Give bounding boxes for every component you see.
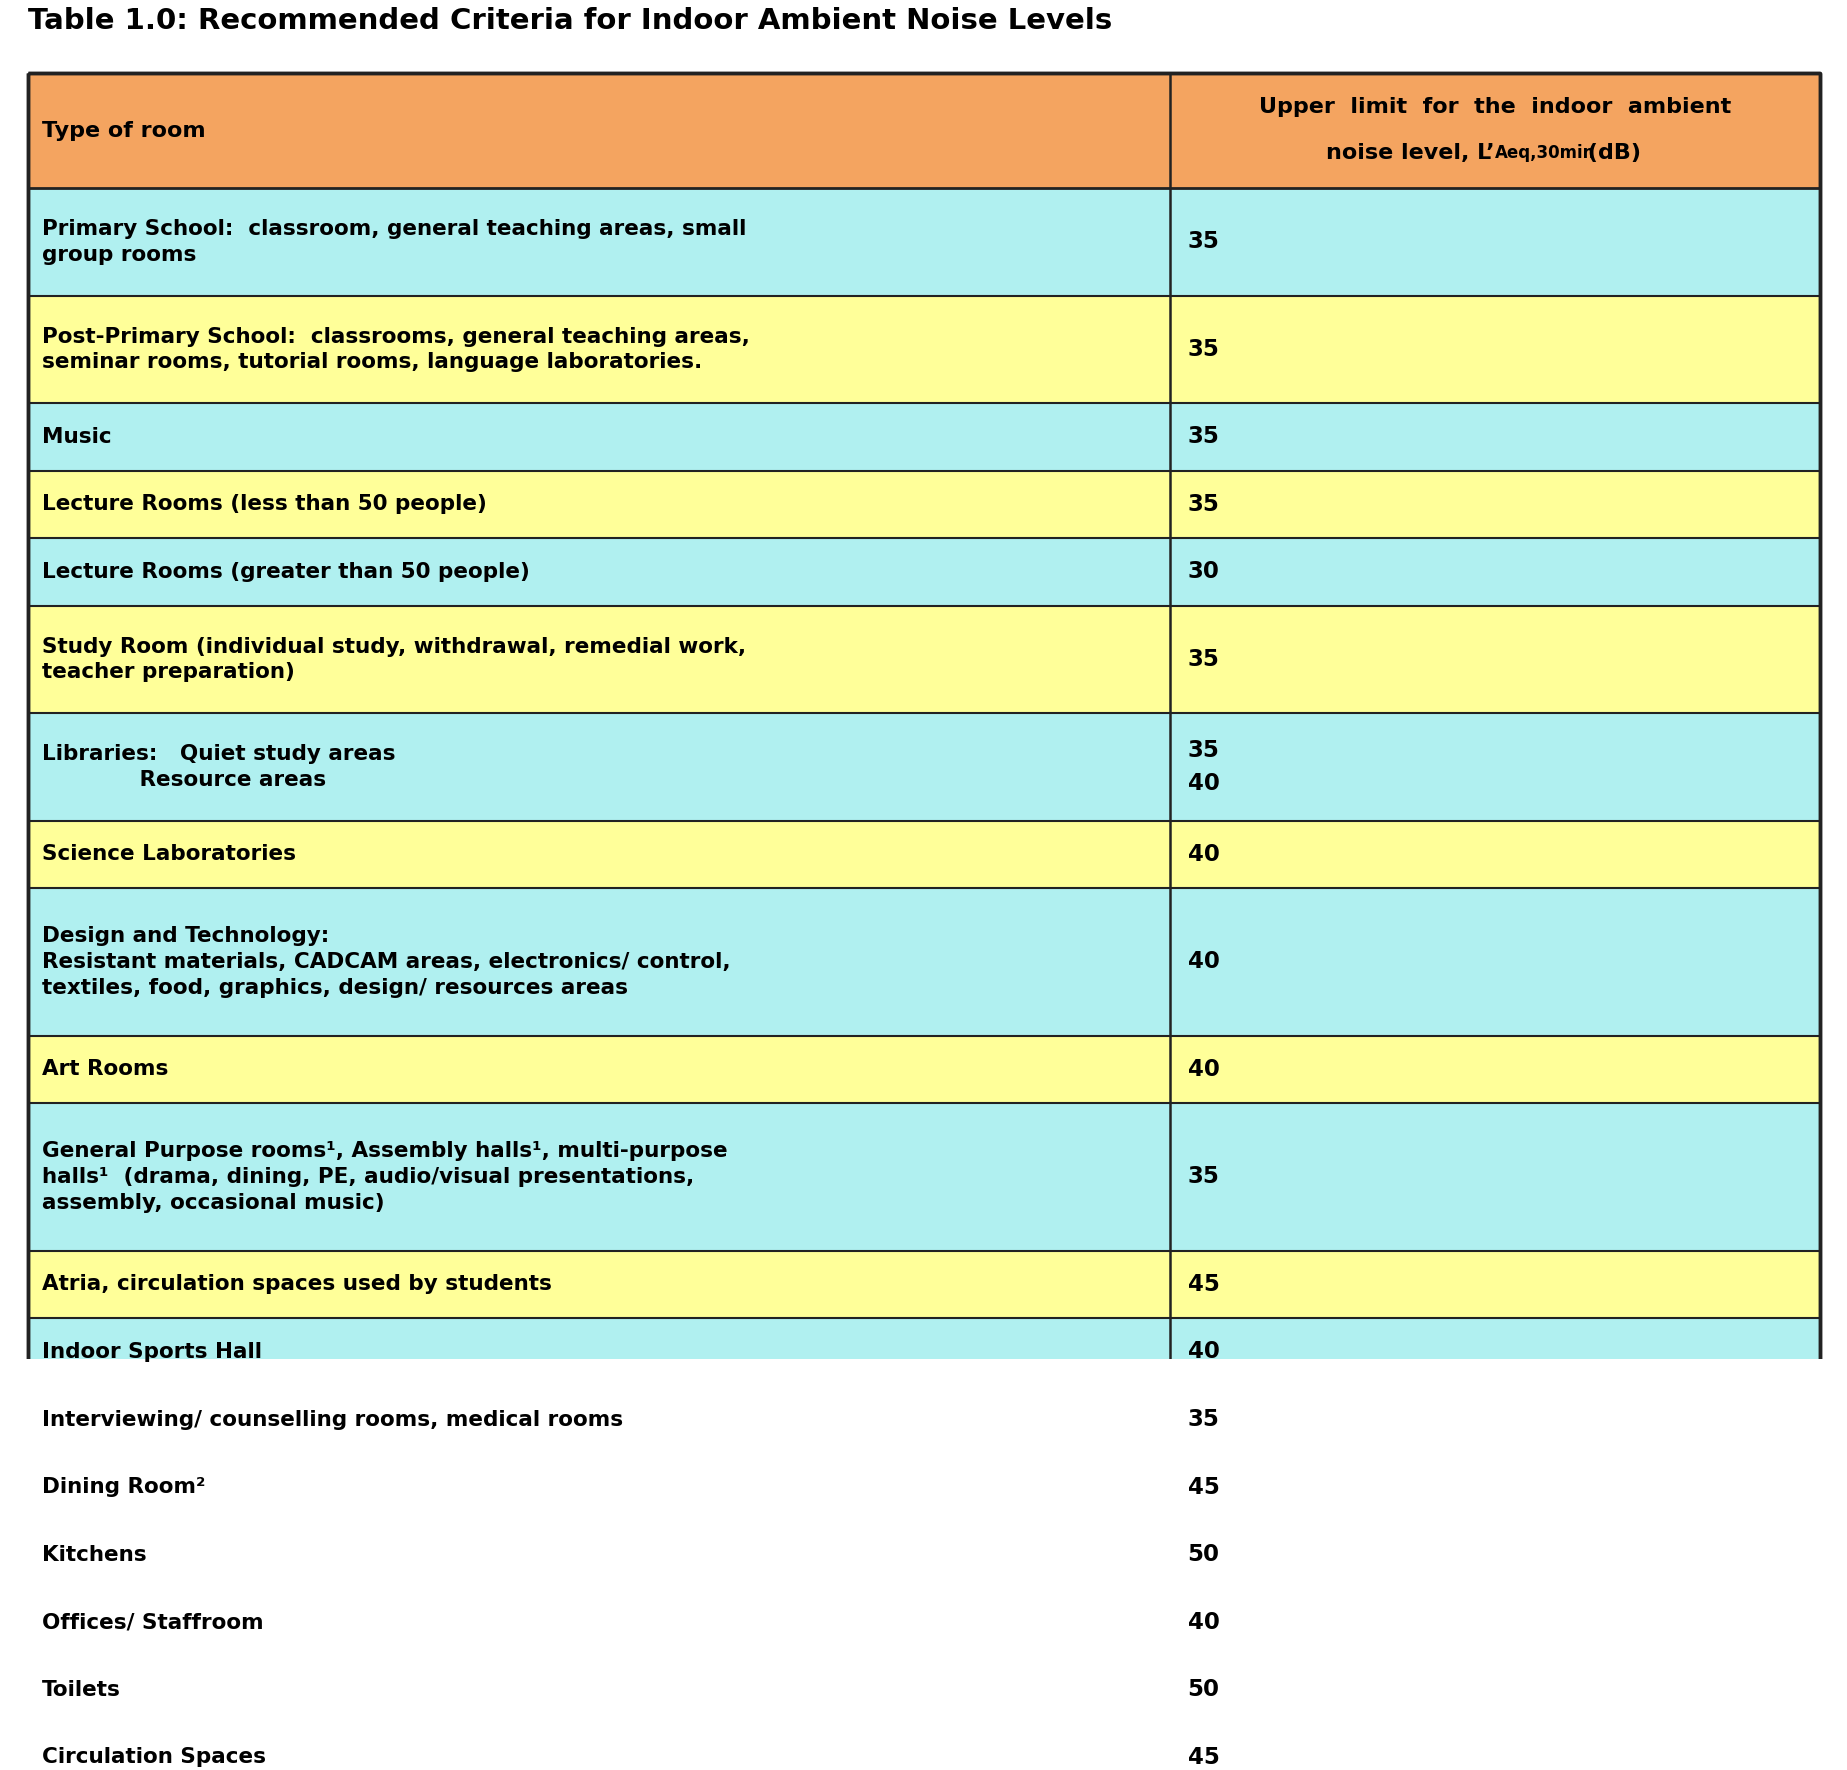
Text: Lecture Rooms (less than 50 people): Lecture Rooms (less than 50 people) bbox=[42, 494, 488, 515]
Text: 50: 50 bbox=[1188, 1678, 1219, 1701]
Text: Design and Technology:
Resistant materials, CADCAM areas, electronics/ control,
: Design and Technology: Resistant materia… bbox=[42, 926, 731, 998]
Text: Upper  limit  for  the  indoor  ambient: Upper limit for the indoor ambient bbox=[1258, 97, 1731, 117]
Bar bbox=[28, 1386, 1819, 1453]
Text: 40: 40 bbox=[1188, 1340, 1219, 1363]
Text: Science Laboratories: Science Laboratories bbox=[42, 844, 296, 864]
Text: noise level, L’: noise level, L’ bbox=[1326, 143, 1494, 163]
Text: Interviewing/ counselling rooms, medical rooms: Interviewing/ counselling rooms, medical… bbox=[42, 1409, 622, 1430]
Text: Table 1.0: Recommended Criteria for Indoor Ambient Noise Levels: Table 1.0: Recommended Criteria for Indo… bbox=[28, 7, 1112, 35]
Text: 35: 35 bbox=[1188, 648, 1219, 671]
Text: Post-Primary School:  classrooms, general teaching areas,
seminar rooms, tutoria: Post-Primary School: classrooms, general… bbox=[42, 326, 750, 372]
Bar bbox=[28, 713, 1819, 821]
Text: Libraries:   Quiet study areas
             Resource areas: Libraries: Quiet study areas Resource ar… bbox=[42, 743, 395, 789]
Bar bbox=[28, 1520, 1819, 1588]
Bar bbox=[28, 296, 1819, 404]
Bar bbox=[28, 889, 1819, 1035]
Bar bbox=[28, 73, 1819, 188]
Text: Circulation Spaces: Circulation Spaces bbox=[42, 1747, 266, 1766]
Bar bbox=[28, 1453, 1819, 1520]
Text: Toilets: Toilets bbox=[42, 1680, 120, 1699]
Text: Dining Room²: Dining Room² bbox=[42, 1478, 205, 1497]
Text: 40: 40 bbox=[1188, 950, 1219, 974]
Text: Music: Music bbox=[42, 427, 111, 446]
Text: Atria, circulation spaces used by students: Atria, circulation spaces used by studen… bbox=[42, 1274, 552, 1294]
Text: 35
40: 35 40 bbox=[1188, 738, 1219, 795]
Text: 35: 35 bbox=[1188, 1407, 1219, 1430]
Bar bbox=[28, 1724, 1819, 1770]
Text: 35: 35 bbox=[1188, 1165, 1219, 1188]
Text: Offices/ Staffroom: Offices/ Staffroom bbox=[42, 1612, 264, 1632]
Text: 35: 35 bbox=[1188, 425, 1219, 448]
Bar bbox=[28, 1657, 1819, 1724]
Text: (dB): (dB) bbox=[1579, 143, 1640, 163]
Bar bbox=[28, 1103, 1819, 1251]
Bar bbox=[28, 1035, 1819, 1103]
Text: Lecture Rooms (greater than 50 people): Lecture Rooms (greater than 50 people) bbox=[42, 561, 530, 582]
Bar bbox=[28, 471, 1819, 538]
Text: Art Rooms: Art Rooms bbox=[42, 1060, 168, 1080]
Text: 45: 45 bbox=[1188, 1476, 1219, 1499]
Text: 35: 35 bbox=[1188, 492, 1219, 515]
Bar bbox=[28, 1319, 1819, 1386]
Text: Kitchens: Kitchens bbox=[42, 1545, 146, 1565]
Text: Primary School:  classroom, general teaching areas, small
group rooms: Primary School: classroom, general teach… bbox=[42, 219, 746, 266]
Text: Aeq,30min: Aeq,30min bbox=[1494, 143, 1596, 161]
Text: 50: 50 bbox=[1188, 1543, 1219, 1566]
Text: 45: 45 bbox=[1188, 1745, 1219, 1768]
Bar bbox=[28, 188, 1819, 296]
Text: Type of room: Type of room bbox=[42, 120, 205, 140]
Bar bbox=[28, 821, 1819, 889]
Text: 35: 35 bbox=[1188, 230, 1219, 253]
Bar bbox=[28, 605, 1819, 713]
Bar bbox=[28, 538, 1819, 605]
Text: 45: 45 bbox=[1188, 1273, 1219, 1296]
Text: 30: 30 bbox=[1188, 561, 1219, 584]
Text: 35: 35 bbox=[1188, 338, 1219, 361]
Text: Indoor Sports Hall: Indoor Sports Hall bbox=[42, 1342, 262, 1361]
Text: 40: 40 bbox=[1188, 1611, 1219, 1634]
Text: 40: 40 bbox=[1188, 1058, 1219, 1081]
Bar bbox=[28, 1588, 1819, 1657]
Bar bbox=[28, 1251, 1819, 1319]
Text: General Purpose rooms¹, Assembly halls¹, multi-purpose
halls¹  (drama, dining, P: General Purpose rooms¹, Assembly halls¹,… bbox=[42, 1142, 728, 1212]
Text: 40: 40 bbox=[1188, 843, 1219, 866]
Bar bbox=[28, 404, 1819, 471]
Text: Study Room (individual study, withdrawal, remedial work,
teacher preparation): Study Room (individual study, withdrawal… bbox=[42, 637, 746, 681]
